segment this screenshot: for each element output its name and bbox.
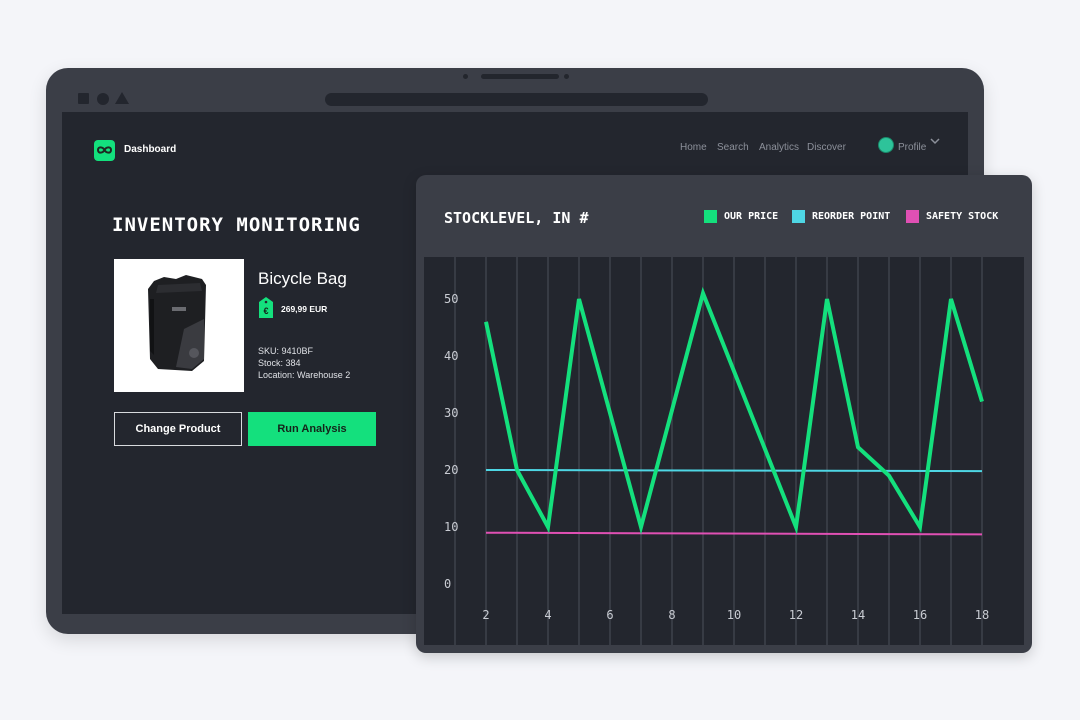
x-tick-label: 8 [668, 608, 675, 622]
legend-reorder-point[interactable]: REORDER POINT [792, 210, 890, 223]
infinity-logo-icon[interactable] [94, 140, 115, 161]
product-name: Bicycle Bag [258, 269, 347, 288]
x-tick-label: 12 [789, 608, 803, 622]
square-icon[interactable] [78, 93, 89, 104]
product-stock: Stock: 384 [258, 358, 301, 368]
legend-swatch [704, 210, 717, 223]
x-tick-label: 2 [482, 608, 489, 622]
series-line-safety-stock[interactable] [485, 531, 983, 536]
stock-chart-card: STOCKLEVEL, IN # OUR PRICE REORDER POINT… [416, 175, 1032, 653]
series-line-reorder-point[interactable] [485, 469, 983, 473]
address-bar[interactable] [325, 93, 708, 106]
page-title: INVENTORY MONITORING [112, 214, 361, 236]
avatar[interactable] [878, 137, 894, 153]
y-tick-label: 20 [444, 463, 458, 477]
y-tick-label: 40 [444, 349, 458, 363]
camera-dot [463, 74, 468, 79]
run-analysis-button[interactable]: Run Analysis [248, 412, 376, 446]
x-tick-label: 10 [727, 608, 741, 622]
change-product-button[interactable]: Change Product [114, 412, 242, 446]
legend-safety-stock[interactable]: SAFETY STOCK [906, 210, 998, 223]
browser-toolbar [62, 86, 968, 112]
chart-title: STOCKLEVEL, IN # [444, 209, 589, 227]
series-line-our-price[interactable] [484, 286, 984, 535]
nav-analytics[interactable]: Analytics [759, 142, 800, 153]
legend-swatch [792, 210, 805, 223]
product-sku: SKU: 9410BF [258, 346, 314, 356]
x-tick-label: 18 [975, 608, 989, 622]
x-tick-label: 14 [851, 608, 865, 622]
y-tick-label: 10 [444, 520, 458, 534]
legend-label: REORDER POINT [812, 211, 891, 222]
plot-area: 0 10 20 30 40 50 2 4 6 8 10 12 14 16 18 [424, 257, 1024, 645]
legend-label: SAFETY STOCK [926, 211, 999, 222]
euro-tag-icon: € [259, 297, 273, 318]
legend-our-price[interactable]: OUR PRICE [704, 210, 778, 223]
x-tick-label: 4 [544, 608, 551, 622]
x-tick-label: 6 [606, 608, 613, 622]
svg-text:€: € [263, 306, 268, 316]
line-chart: 0 10 20 30 40 50 2 4 6 8 10 12 14 16 18 [444, 257, 989, 645]
triangle-icon[interactable] [115, 92, 129, 104]
nav-home[interactable]: Home [680, 142, 707, 153]
x-tick-label: 16 [913, 608, 927, 622]
y-tick-label: 30 [444, 406, 458, 420]
y-tick-label: 0 [444, 577, 451, 591]
legend-swatch [906, 210, 919, 223]
nav-search[interactable]: Search [717, 142, 749, 153]
nav-discover[interactable]: Discover [807, 142, 846, 153]
chevron-down-icon[interactable] [930, 137, 940, 145]
product-price: 269,99 EUR [281, 304, 328, 314]
product-image [114, 259, 244, 392]
camera-bar [481, 74, 559, 79]
brand-name[interactable]: Dashboard [124, 144, 177, 155]
legend-label: OUR PRICE [724, 211, 779, 222]
circle-icon[interactable] [97, 93, 109, 105]
profile-menu[interactable]: Profile [898, 142, 927, 153]
camera-dot [564, 74, 569, 79]
product-location: Location: Warehouse 2 [258, 370, 351, 380]
y-tick-label: 50 [444, 292, 458, 306]
